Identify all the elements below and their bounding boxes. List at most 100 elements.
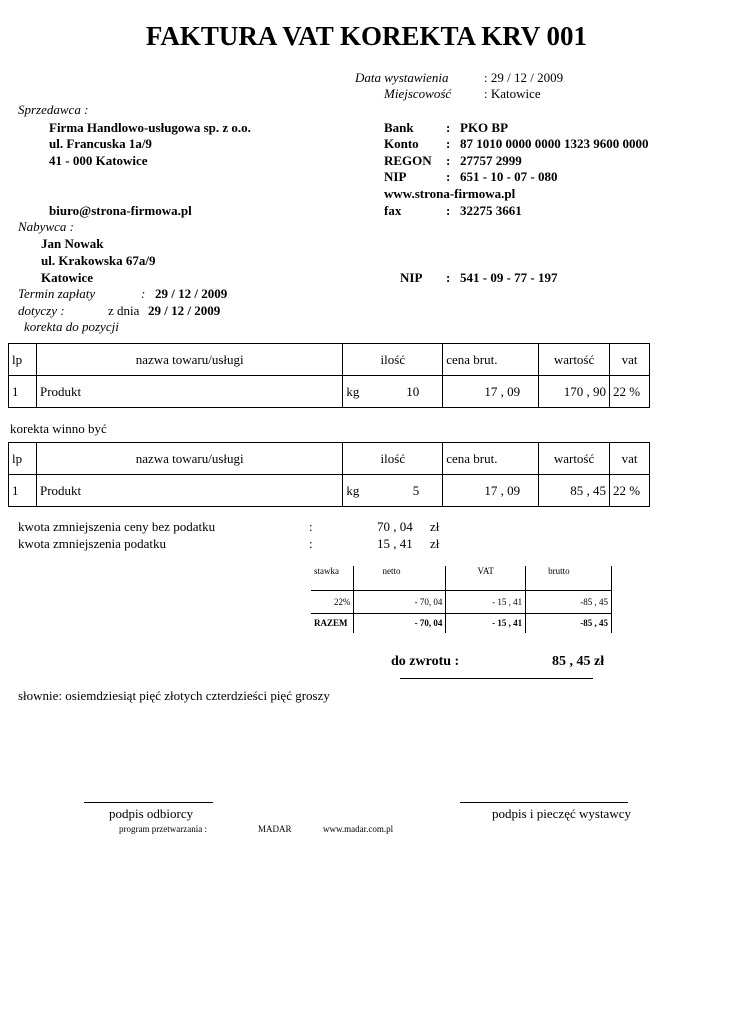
summary-header-row: stawka netto VAT brutto <box>311 566 612 590</box>
summary-total-net: - 70, 04 <box>353 613 446 633</box>
summary-rate: 22% <box>333 596 351 607</box>
refund-value: 85 , 45 zł <box>552 654 605 669</box>
cell-name: Produkt <box>35 474 344 507</box>
footer-program-url: www.madar.com.pl <box>323 824 394 834</box>
tax-reduction-unit: zł <box>430 536 440 551</box>
cell-unit: kg <box>346 482 360 498</box>
cell-unit: kg <box>346 383 360 399</box>
header-value: wartość <box>538 442 611 475</box>
seller-name: Firma Handlowo-usługowa sp. z o.o. <box>49 120 251 135</box>
should-be-label: korekta winno być <box>10 421 107 436</box>
buyer-label: Nabywca : <box>18 219 74 234</box>
header-vat: vat <box>609 343 650 376</box>
header-name: nazwa towaru/usługi <box>35 343 344 376</box>
summary-header-gross: brutto <box>525 566 612 590</box>
amount-in-words: słownie: osiemdziesiąt pięć złotych czte… <box>18 688 330 703</box>
colon: : <box>446 169 451 184</box>
bank-value: PKO BP <box>460 120 509 135</box>
summary-header-net: netto <box>353 566 446 590</box>
receiver-signature-label: podpis odbiorcy <box>109 806 194 821</box>
issue-place-label: Miejscowość <box>384 86 452 101</box>
cell-price: 17 , 09 <box>442 474 540 507</box>
seller-nip-value: 651 - 10 - 07 - 080 <box>460 169 558 184</box>
colon: : <box>446 203 451 218</box>
header-qty: ilość <box>342 343 444 376</box>
table-row: 1 Produkt kg 10 17 , 09 170 , 90 22 % <box>8 375 650 408</box>
refund-label: do zwrotu : <box>391 654 460 669</box>
header-price: cena brut. <box>442 442 540 475</box>
cell-vat: 22 % <box>609 474 650 507</box>
seller-label: Sprzedawca : <box>18 102 89 117</box>
colon: : <box>141 286 146 301</box>
fax-value: 32275 3661 <box>460 203 522 218</box>
summary-header-rate: stawka <box>314 566 339 576</box>
header-lp: lp <box>8 442 37 475</box>
cell-price: 17 , 09 <box>442 375 540 408</box>
seller-city: 41 - 000 Katowice <box>49 153 148 168</box>
seller-street: ul. Francuska 1a/9 <box>49 136 152 151</box>
issue-date-label: Data wystawienia <box>355 70 449 85</box>
issuer-signature-label: podpis i pieczęć wystawcy <box>492 806 631 821</box>
summary-net: - 70, 04 <box>353 590 446 613</box>
concerns-date: 29 / 12 / 2009 <box>148 303 221 318</box>
fax-label: fax <box>384 203 402 218</box>
seller-website: www.strona-firmowa.pl <box>384 186 516 201</box>
buyer-street: ul. Krakowska 67a/9 <box>41 253 156 268</box>
colon: : <box>446 270 451 285</box>
net-reduction-unit: zł <box>430 519 440 534</box>
seller-email: biuro@strona-firmowa.pl <box>49 203 192 218</box>
regon-value: 27757 2999 <box>460 153 522 168</box>
invoice-title: FAKTURA VAT KOREKTA KRV 001 <box>145 21 588 51</box>
items-after-table: lp nazwa towaru/usługi ilość cena brut. … <box>8 442 650 507</box>
cell-qty: kg 10 <box>342 375 444 408</box>
concerns-label: dotyczy : <box>18 303 65 318</box>
header-name: nazwa towaru/usługi <box>35 442 344 475</box>
receiver-signature-line <box>84 802 213 803</box>
footer-program-label: program przetwarzania : <box>119 824 207 834</box>
cell-vat: 22 % <box>609 375 650 408</box>
cell-name: Produkt <box>35 375 344 408</box>
colon: : <box>309 536 313 551</box>
summary-header-vat: VAT <box>445 566 526 590</box>
cell-qty-value: 10 <box>406 383 420 399</box>
table-header-row: lp nazwa towaru/usługi ilość cena brut. … <box>8 343 650 376</box>
vat-summary-table: stawka netto VAT brutto 22% - 70, 04 - 1… <box>311 566 612 633</box>
concerns-prefix: z dnia <box>108 303 140 318</box>
footer-program-name: MADAR <box>258 824 292 834</box>
issue-place-value: : Katowice <box>484 86 541 101</box>
payment-date: 29 / 12 / 2009 <box>155 286 228 301</box>
regon-label: REGON <box>384 153 432 168</box>
table-header-row: lp nazwa towaru/usługi ilość cena brut. … <box>8 442 650 475</box>
summary-total-label: RAZEM <box>314 618 348 629</box>
buyer-nip-value: 541 - 09 - 77 - 197 <box>460 270 558 285</box>
cell-value: 85 , 45 <box>538 474 611 507</box>
issuer-signature-line <box>460 802 628 803</box>
summary-row: 22% - 70, 04 - 15 , 41 -85 , 45 <box>311 590 612 613</box>
net-reduction-value: 70 , 04 <box>377 519 413 534</box>
buyer-nip-label: NIP <box>400 270 423 285</box>
account-value: 87 1010 0000 0000 1323 9600 0000 <box>460 136 649 151</box>
header-value: wartość <box>538 343 611 376</box>
table-row: 1 Produkt kg 5 17 , 09 85 , 45 22 % <box>8 474 650 507</box>
header-qty: ilość <box>342 442 444 475</box>
cell-lp: 1 <box>8 375 37 408</box>
header-lp: lp <box>8 343 37 376</box>
bank-label: Bank <box>384 120 414 135</box>
items-before-table: lp nazwa towaru/usługi ilość cena brut. … <box>8 343 650 408</box>
correction-label: korekta do pozycji <box>24 319 119 334</box>
cell-qty: kg 5 <box>342 474 444 507</box>
header-price: cena brut. <box>442 343 540 376</box>
tax-reduction-value: 15 , 41 <box>377 536 413 551</box>
tax-reduction-label: kwota zmniejszenia podatku <box>18 536 167 551</box>
colon: : <box>309 519 313 534</box>
colon: : <box>446 120 451 135</box>
net-reduction-label: kwota zmniejszenia ceny bez podatku <box>18 519 216 534</box>
summary-total-row: RAZEM - 70, 04 - 15 , 41 -85 , 45 <box>311 613 612 633</box>
buyer-city: Katowice <box>41 270 93 285</box>
issue-date-value: : 29 / 12 / 2009 <box>484 70 564 85</box>
buyer-name: Jan Nowak <box>41 236 104 251</box>
cell-value: 170 , 90 <box>538 375 611 408</box>
summary-gross: -85 , 45 <box>525 590 612 613</box>
summary-total-vat: - 15 , 41 <box>445 613 526 633</box>
